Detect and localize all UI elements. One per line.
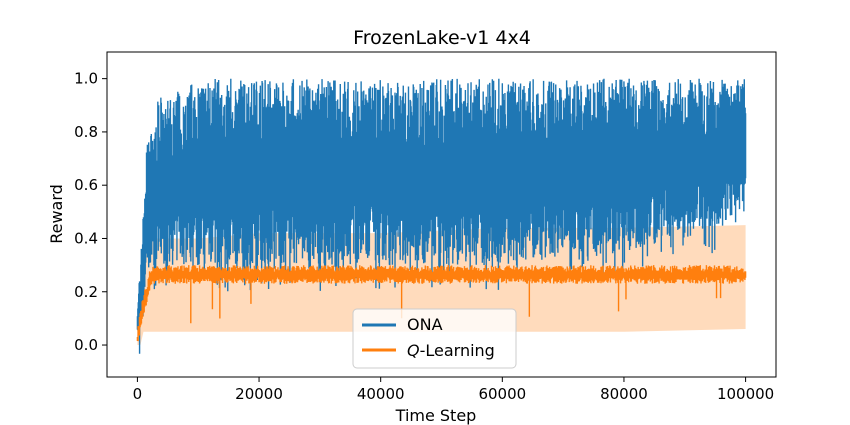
y-axis-label: Reward [47,184,66,244]
y-tick-label: 0.8 [74,123,98,141]
x-tick-label: 0 [133,385,143,403]
x-axis: 0 20000 40000 60000 80000 100000 [133,377,774,403]
legend-label-q-rest: -Learning [420,341,495,360]
x-tick-label: 80000 [600,385,648,403]
x-tick-label: 40000 [357,385,405,403]
legend-label-ona: ONA [407,315,443,334]
x-axis-label: Time Step [395,406,477,425]
plot-area [136,78,747,354]
series-line-q-learning [136,265,747,342]
x-tick-label: 100000 [717,385,774,403]
legend: ONA Q-Learning [352,308,517,369]
x-tick-label: 60000 [478,385,526,403]
legend-label-q-learning: Q-Learning [407,341,495,360]
chart-title: FrozenLake-v1 4x4 [353,27,531,49]
legend-label-q-italic: Q [407,341,420,360]
series-ona [136,78,747,354]
y-tick-label: 0.6 [74,176,98,194]
y-tick-label: 0.2 [74,283,98,301]
plot-frame [106,51,777,378]
x-tick-label: 20000 [235,385,283,403]
y-tick-label: 0.4 [74,229,98,247]
y-axis: 0.0 0.2 0.4 0.6 0.8 1.0 [74,70,107,354]
series-q-learning [136,265,747,342]
y-tick-label: 0.0 [74,336,98,354]
series-line-ona [136,78,747,354]
y-tick-label: 1.0 [74,70,98,88]
